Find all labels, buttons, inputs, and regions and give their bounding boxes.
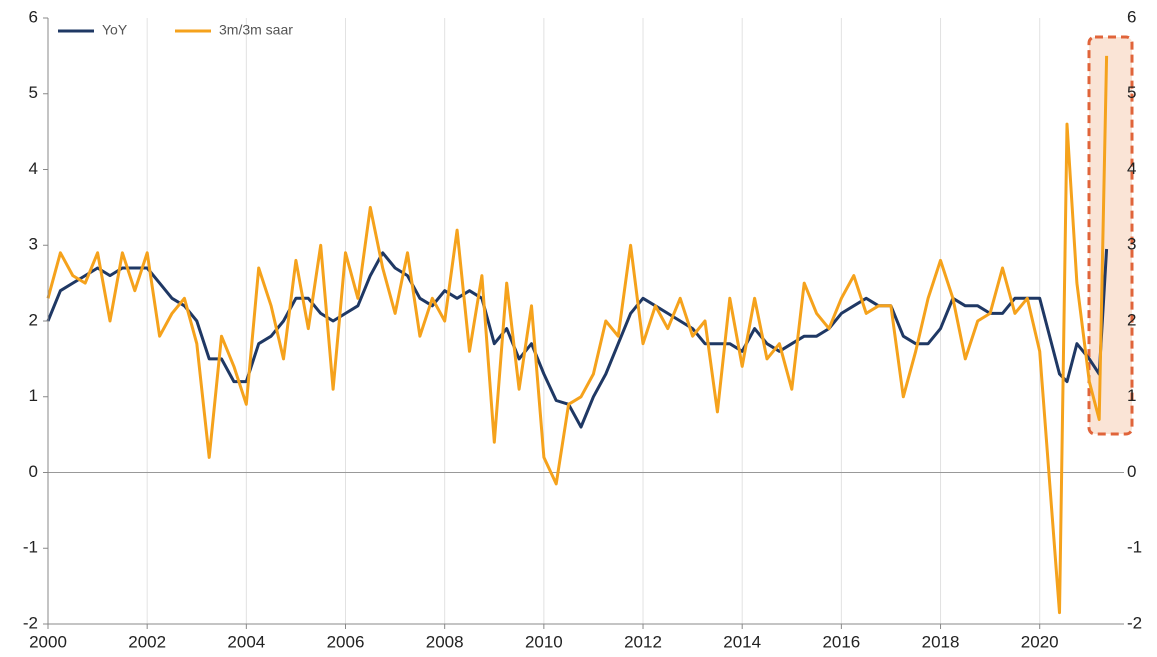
y-tick-label: 6	[29, 7, 38, 26]
series-line	[46, 55, 1109, 615]
y2-tick-label: 5	[1127, 83, 1136, 102]
y-tick-label: 2	[29, 310, 38, 329]
legend-label: 3m/3m saar	[219, 22, 293, 38]
x-tick-label: 2006	[327, 632, 365, 651]
y-tick-label: 1	[29, 386, 38, 405]
x-tick-label: 2018	[922, 632, 960, 651]
y-tick-label: 0	[29, 462, 38, 481]
grid	[43, 17, 1124, 629]
legend: YoY 3m/3m saar	[58, 22, 293, 38]
x-tick-label: 2002	[128, 632, 166, 651]
x-tick-label: 2004	[227, 632, 265, 651]
y2-tick-label: 4	[1127, 159, 1136, 178]
y-tick-label: 5	[29, 83, 38, 102]
x-tick-label: 2012	[624, 632, 662, 651]
y2-tick-label: 1	[1127, 386, 1136, 405]
y-tick-label: 3	[29, 235, 38, 254]
x-tick-label: 2000	[29, 632, 67, 651]
highlight-box	[1087, 35, 1134, 436]
x-tick-label: 2008	[426, 632, 464, 651]
x-tick-label: 2016	[822, 632, 860, 651]
y2-tick-label: -1	[1127, 538, 1142, 557]
x-tick-label: 2010	[525, 632, 563, 651]
x-tick-label: 2020	[1021, 632, 1059, 651]
series-line	[46, 248, 1109, 429]
y-tick-label: 4	[29, 159, 38, 178]
y2-tick-label: 6	[1127, 7, 1136, 26]
legend-label: YoY	[102, 22, 128, 38]
y2-tick-label: 0	[1127, 462, 1136, 481]
x-tick-label: 2014	[723, 632, 761, 651]
y-tick-label: -2	[23, 613, 38, 632]
plot-lines	[46, 55, 1109, 615]
y2-tick-label: 3	[1127, 235, 1136, 254]
y2-tick-label: -2	[1127, 613, 1142, 632]
y-tick-label: -1	[23, 538, 38, 557]
y2-tick-label: 2	[1127, 310, 1136, 329]
